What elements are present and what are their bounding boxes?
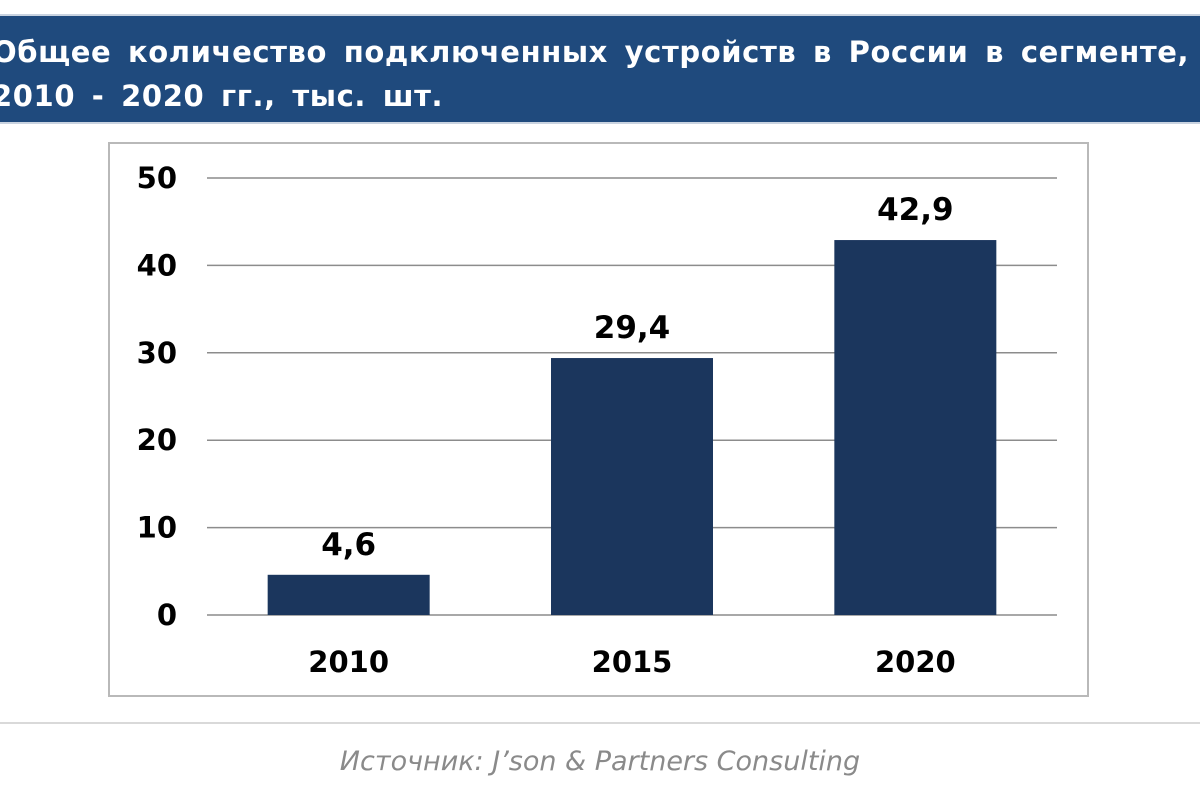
y-tick-label: 0 xyxy=(157,598,177,632)
chart-header-band: Общее количество подключенных устройств … xyxy=(0,14,1200,124)
x-tick-label: 2015 xyxy=(592,645,673,679)
x-tick-label: 2020 xyxy=(875,645,956,679)
y-tick-label: 50 xyxy=(137,161,177,195)
footer-divider xyxy=(0,722,1200,724)
data-label: 42,9 xyxy=(877,192,954,228)
y-tick-label: 20 xyxy=(137,423,177,457)
x-tick-label: 2010 xyxy=(308,645,389,679)
bar-2010 xyxy=(267,574,430,615)
chart-title: Общее количество подключенных устройств … xyxy=(0,35,1190,113)
bar-2015 xyxy=(551,358,713,615)
y-tick-label: 30 xyxy=(137,336,177,370)
bar-2020 xyxy=(834,240,997,615)
y-tick-label: 10 xyxy=(137,511,177,545)
source-note: Источник: J’son & Partners Consulting xyxy=(339,746,861,777)
bar-chart: 0 10 20 30 40 50 4,6 2010 29,4 2015 42,9 2020 xyxy=(137,161,1057,679)
chart-frame: 0 10 20 30 40 50 4,6 2010 29,4 2015 42,9 2020 xyxy=(108,142,1089,697)
data-label: 4,6 xyxy=(321,527,376,563)
y-tick-label: 40 xyxy=(137,248,177,282)
data-label: 29,4 xyxy=(594,310,671,346)
